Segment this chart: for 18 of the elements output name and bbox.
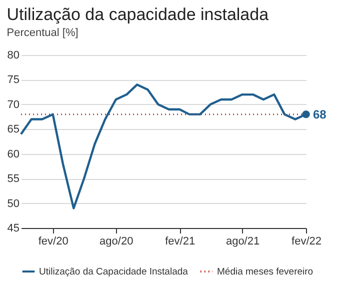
x-tick-label: fev/21 [165, 236, 196, 248]
x-tick-label: fev/22 [292, 236, 322, 248]
annotation: 68 [313, 107, 327, 122]
y-tick-label: 50 [7, 198, 20, 210]
legend-label: Utilização da Capacidade Instalada [39, 266, 189, 278]
y-tick-label: 55 [7, 173, 20, 186]
y-tick-label: 80 [7, 50, 20, 62]
x-tick-label: ago/20 [100, 236, 134, 248]
x-tick-label: ago/21 [226, 236, 260, 248]
y-tick-label: 60 [7, 148, 20, 160]
y-tick-label: 75 [7, 74, 20, 86]
chart-subtitle: Percentual [%] [6, 27, 78, 39]
y-tick-label: 45 [7, 222, 20, 234]
x-tick-label: fev/20 [38, 236, 68, 248]
y-tick-label: 70 [7, 98, 20, 111]
y-tick-label: 65 [7, 124, 20, 136]
chart-title: Utilização da capacidade instalada [6, 5, 270, 24]
legend-label: Média meses fevereiro [217, 266, 314, 278]
